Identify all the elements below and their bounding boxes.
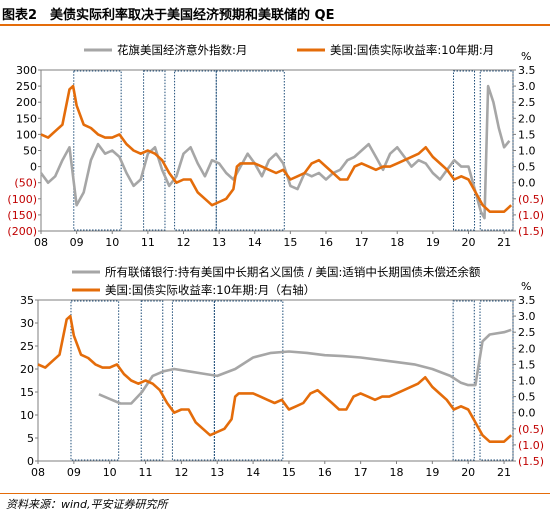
- x-axis-tick-label: 10: [105, 236, 119, 249]
- x-axis-tick-label: 13: [210, 466, 224, 479]
- right-axis-tick-label: 1.5: [518, 358, 536, 371]
- left-axis-tick-label: 10: [20, 409, 34, 422]
- legend-label: 美国:国债实际收益率:10年期:月（右轴）: [105, 283, 315, 297]
- left-axis-tick-label: 5: [27, 432, 34, 445]
- x-axis-tick-label: 20: [461, 466, 475, 479]
- legend-label: 美国:国债实际收益率:10年期:月: [330, 43, 494, 57]
- right-axis-tick-label: 0.5: [518, 161, 536, 174]
- right-axis-tick-label: (1.5): [518, 225, 544, 238]
- left-axis-tick-label: (50): [14, 177, 37, 190]
- left-axis-tick-label: 15: [20, 386, 34, 399]
- right-axis-tick-label: (1.0): [518, 209, 544, 222]
- qe-period-box: [70, 300, 120, 461]
- figure-title: 美债实际利率取决于美国经济预期和美联储的 QE: [50, 8, 335, 23]
- legend-label: 所有联储银行:持有美国中长期名义国债 / 美国:适销中长期国债未偿还余额: [105, 265, 481, 279]
- x-axis-tick-label: 12: [174, 466, 188, 479]
- series-line-2: [40, 84, 513, 213]
- header-rule: [0, 24, 550, 26]
- qe-period-box: [73, 70, 122, 231]
- x-axis-tick-label: 08: [34, 236, 48, 249]
- left-axis-tick-label: (100): [7, 193, 37, 206]
- x-axis-tick-label: 13: [212, 236, 226, 249]
- x-axis-tick-label: 21: [497, 466, 511, 479]
- left-axis-tick-label: 250: [16, 80, 37, 93]
- x-axis-tick-label: 18: [389, 466, 403, 479]
- right-axis-unit: %: [521, 280, 531, 293]
- x-axis-tick-label: 19: [425, 466, 439, 479]
- left-axis-tick-label: 25: [20, 340, 34, 353]
- x-axis-tick-label: 08: [31, 466, 45, 479]
- x-axis-tick-label: 11: [139, 466, 153, 479]
- chart-bottom: 35 30 25 20 15 10 5 0 3.5 3.0 2.5 2.0 1.5 1.0 0.5 0.0 (0…: [20, 265, 544, 479]
- right-axis-tick-label: 1.0: [518, 145, 536, 158]
- left-axis-tick-label: 30: [20, 317, 34, 330]
- left-axis-tick-label: 20: [20, 363, 34, 376]
- figure-header: 图表2 美债实际利率取决于美国经济预期和美联储的 QE: [0, 0, 550, 26]
- right-axis-tick-label: 3.5: [518, 294, 536, 307]
- qe-period-box: [174, 70, 217, 231]
- x-axis-tick-label: 09: [70, 236, 84, 249]
- right-axis-tick-label: (0.5): [518, 423, 544, 436]
- right-axis-tick-label: 1.5: [518, 128, 536, 141]
- plot-frame: [37, 299, 514, 462]
- left-axis-tick-label: 50: [23, 145, 37, 158]
- series-line-1: [39, 84, 511, 220]
- x-axis-tick-label: 12: [176, 236, 190, 249]
- left-axis-tick-label: 100: [16, 128, 37, 141]
- x-axis-tick-label: 14: [246, 466, 260, 479]
- left-axis-tick-label: 0: [30, 161, 37, 174]
- x-axis-tick-label: 18: [390, 236, 404, 249]
- x-axis-tick-label: 14: [248, 236, 262, 249]
- left-axis-tick-label: 200: [16, 96, 37, 109]
- right-axis-tick-label: 0.0: [518, 407, 536, 420]
- x-axis-tick-label: 17: [354, 466, 368, 479]
- x-axis-tick-label: 11: [141, 236, 155, 249]
- left-axis-tick-label: 35: [20, 294, 34, 307]
- x-axis-tick-label: 17: [355, 236, 369, 249]
- right-axis-tick-label: 3.0: [518, 80, 536, 93]
- qe-period-box: [171, 300, 215, 461]
- left-axis-tick-label: 150: [16, 112, 37, 125]
- right-axis-tick-label: 3.5: [518, 64, 536, 77]
- x-axis-tick-label: 15: [282, 466, 296, 479]
- left-axis-tick-label: (200): [7, 225, 37, 238]
- right-axis-tick-label: 3.0: [518, 310, 536, 323]
- x-axis-tick-label: 16: [318, 466, 332, 479]
- left-axis-tick-label: (150): [7, 209, 37, 222]
- right-axis-unit: %: [521, 50, 531, 63]
- qe-period-box: [213, 300, 284, 461]
- series-line-1: [98, 328, 512, 405]
- right-axis-tick-label: 2.0: [518, 112, 536, 125]
- source-note: 资料来源：wind,平安证券研究所: [6, 498, 168, 511]
- x-axis-tick-label: 19: [426, 236, 440, 249]
- legend-label: 花旗美国经济意外指数:月: [117, 43, 247, 57]
- right-axis-tick-label: 0.5: [518, 391, 536, 404]
- x-axis-tick-label: 09: [67, 466, 81, 479]
- x-axis-tick-label: 10: [103, 466, 117, 479]
- chart-top: 300 250 200 150 100 50 0 (50) (100) (150) (200) 3.5…: [7, 43, 544, 249]
- right-axis-tick-label: (1.5): [518, 455, 544, 468]
- right-axis-tick-label: 0.0: [518, 177, 536, 190]
- left-axis-tick-label: 0: [27, 455, 34, 468]
- right-axis-tick-label: (0.5): [518, 193, 544, 206]
- right-axis-tick-label: 2.5: [518, 96, 536, 109]
- x-axis-tick-label: 16: [319, 236, 333, 249]
- qe-period-box: [215, 70, 285, 231]
- right-axis-tick-label: 1.0: [518, 375, 536, 388]
- series-line-2: [37, 314, 513, 443]
- x-axis-tick-label: 20: [461, 236, 475, 249]
- left-axis-tick-label: 300: [16, 64, 37, 77]
- right-axis-tick-label: 2.5: [518, 326, 536, 339]
- x-axis-tick-label: 21: [497, 236, 511, 249]
- qe-period-box: [453, 70, 476, 231]
- x-axis-tick-label: 15: [283, 236, 297, 249]
- right-axis-tick-label: 2.0: [518, 342, 536, 355]
- figure-number: 图表2: [2, 8, 38, 23]
- right-axis-tick-label: (1.0): [518, 439, 544, 452]
- footer-rule: [0, 493, 550, 494]
